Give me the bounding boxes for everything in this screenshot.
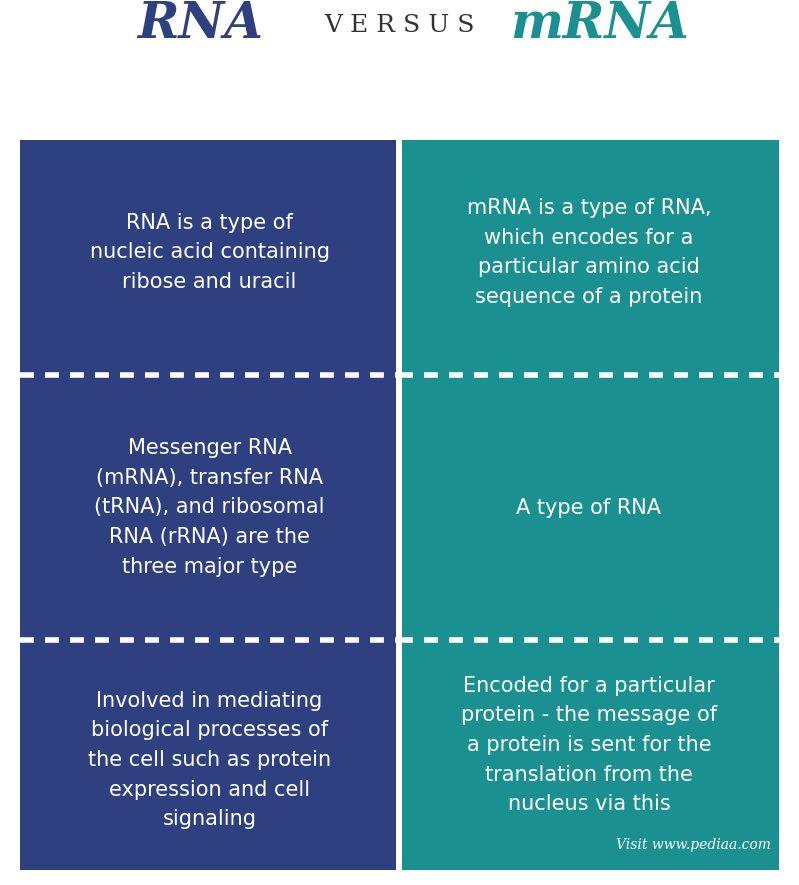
Text: Messenger RNA
(mRNA), transfer RNA
(tRNA), and ribosomal
RNA (rRNA) are the
thre: Messenger RNA (mRNA), transfer RNA (tRNA… — [94, 438, 324, 577]
Bar — [399, 140, 779, 365]
Text: A type of RNA: A type of RNA — [516, 497, 662, 518]
Bar — [20, 140, 399, 365]
Bar — [20, 365, 399, 385]
Text: mRNA: mRNA — [511, 1, 690, 50]
Text: Encoded for a particular
protein - the message of
a protein is sent for the
tran: Encoded for a particular protein - the m… — [461, 676, 717, 814]
Bar — [399, 630, 779, 650]
Bar — [399, 365, 779, 385]
Text: mRNA is a type of RNA,
which encodes for a
particular amino acid
sequence of a p: mRNA is a type of RNA, which encodes for… — [467, 198, 711, 307]
Bar — [399, 385, 779, 630]
Text: Involved in mediating
biological processes of
the cell such as protein
expressio: Involved in mediating biological process… — [88, 691, 331, 829]
Bar — [396, 140, 402, 870]
Text: Visit www.pediaa.com: Visit www.pediaa.com — [616, 838, 771, 852]
Bar — [20, 630, 399, 650]
Bar — [20, 385, 399, 630]
Text: RNA: RNA — [137, 1, 263, 50]
Bar — [399, 650, 779, 870]
Bar — [20, 650, 399, 870]
Text: RNA is a type of
nucleic acid containing
ribose and uracil: RNA is a type of nucleic acid containing… — [89, 213, 329, 292]
Text: V E R S U S: V E R S U S — [324, 13, 475, 36]
